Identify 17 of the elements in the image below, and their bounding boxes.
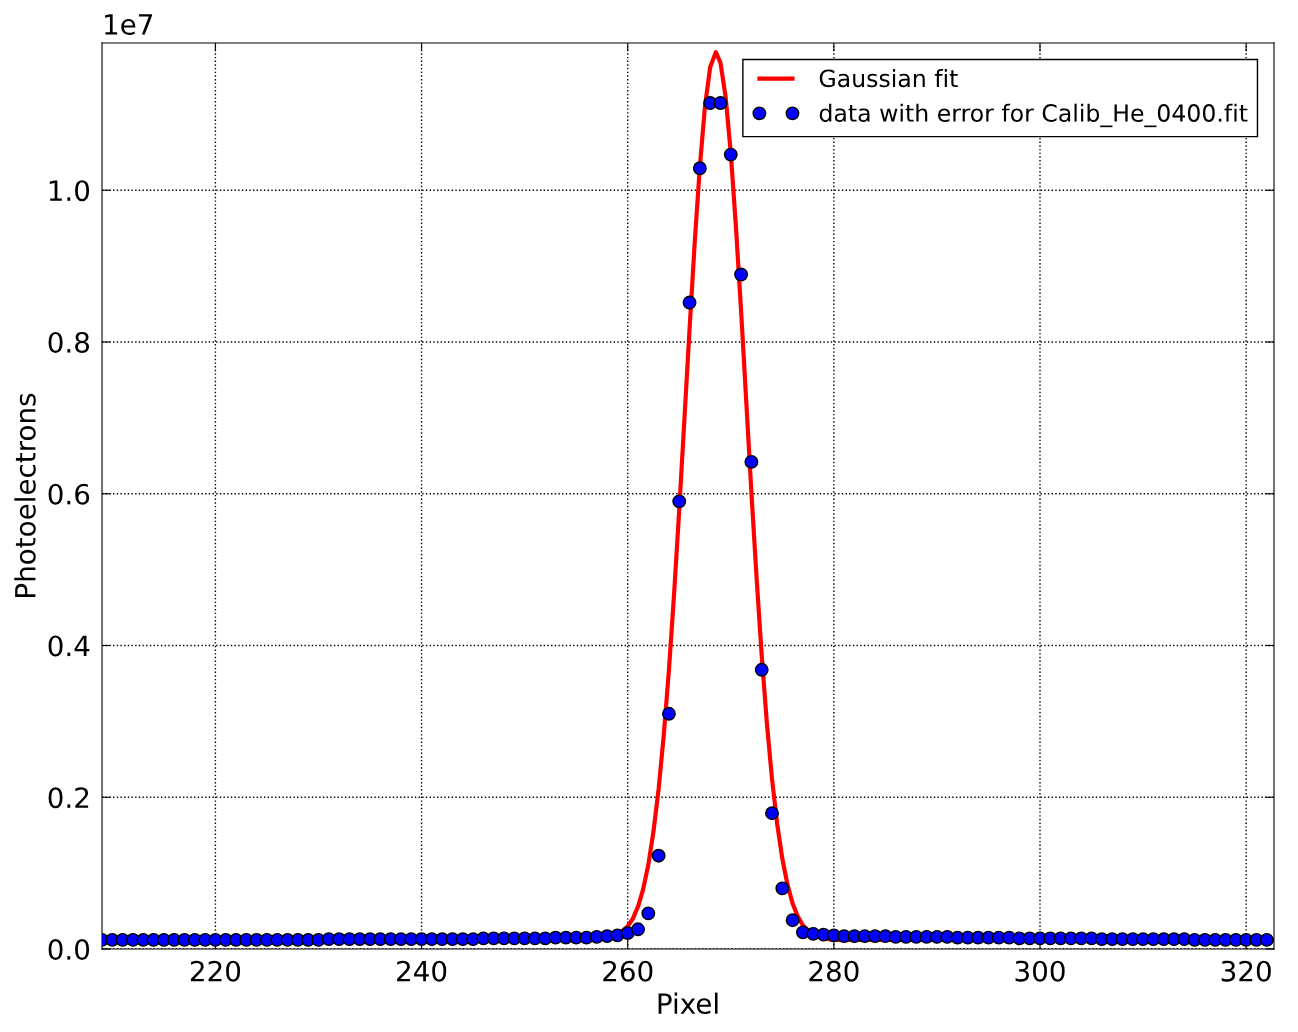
y-tick-label: 0.2 [48, 787, 89, 809]
x-tick-label: 220 [190, 960, 241, 982]
x-tick-label: 240 [397, 960, 447, 982]
y-tick-label: 0.4 [48, 635, 90, 657]
y-tick-label: 1.0 [49, 180, 90, 202]
x-axis-title: Pixel [658, 992, 718, 1015]
y-tick-label: 0.0 [48, 938, 90, 960]
y-tick-label: 0.6 [48, 483, 90, 505]
x-tick-label: 320 [1221, 960, 1271, 982]
legend-label: data with error for Calib_He_0400.fit [819, 103, 1248, 128]
y-axis-title: Photoelectrons [14, 393, 36, 597]
text: 1e7 [105, 14, 153, 35]
x-tick-label: 300 [1015, 960, 1065, 982]
legend-label: Gaussian fit [819, 69, 958, 88]
x-tick-label: 260 [603, 960, 653, 982]
x-tick-label: 280 [809, 960, 859, 982]
y-tick-label: 0.8 [48, 331, 90, 353]
